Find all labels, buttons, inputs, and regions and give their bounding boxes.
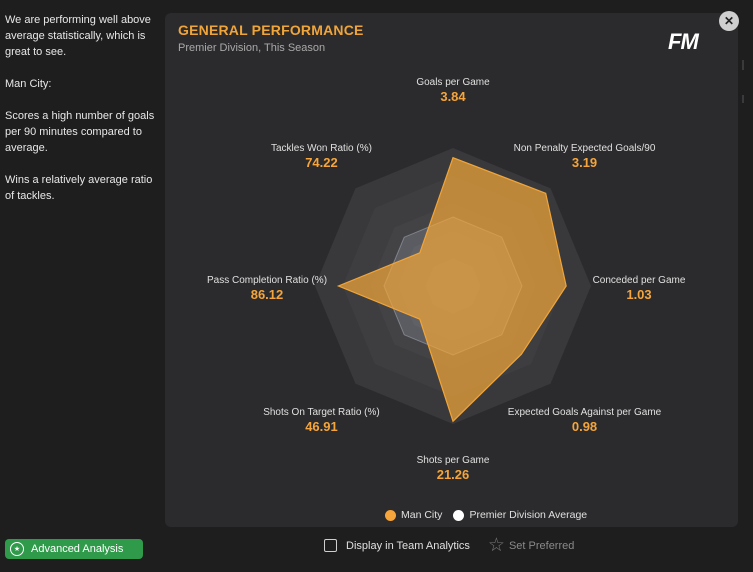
scrollbar[interactable] [742, 60, 744, 70]
metric-label: Goals per Game [416, 77, 490, 88]
metric-xga-per-game: Expected Goals Against per Game 0.98 [508, 406, 661, 434]
legend-label: Premier Division Average [469, 509, 588, 521]
summary-paragraph: Wins a relatively average ratio of tackl… [5, 174, 153, 202]
metric-value: 86.12 [250, 287, 284, 302]
scrollbar[interactable] [742, 95, 744, 103]
metric-label: Non Penalty Expected Goals/90 [513, 143, 656, 155]
panel-subtitle: Premier Division, This Season [178, 42, 326, 54]
metric-pass-completion-ratio: Pass Completion Ratio (%) 86.12 [207, 274, 327, 302]
star-circle-icon: ★ [10, 542, 24, 556]
footer-bar: Display in Team Analytics ☆ Set Preferre… [324, 536, 574, 555]
close-icon: ✕ [723, 14, 735, 28]
summary-paragraph: Man City: [5, 78, 52, 90]
legend-label: Man City [401, 509, 443, 521]
display-in-team-analytics-label[interactable]: Display in Team Analytics [346, 539, 470, 552]
summary-paragraph: We are performing well above average sta… [5, 14, 151, 58]
metric-label: Shots per Game [416, 455, 490, 466]
metric-label: Tackles Won Ratio (%) [270, 143, 372, 155]
fm-logo: FM [668, 29, 699, 54]
metric-goals-per-game: Goals per Game 3.84 [416, 76, 489, 104]
chart-legend: Man City Premier Division Average [385, 509, 598, 521]
metric-value: 74.22 [305, 155, 338, 171]
summary-paragraph: Scores a high number of goals per 90 min… [5, 110, 155, 154]
metric-tackles-won-ratio: Tackles Won Ratio (%) 74.22 [271, 142, 372, 170]
metric-conceded-per-game: Conceded per Game 1.03 [593, 274, 686, 302]
advanced-analysis-label: Advanced Analysis [31, 543, 124, 555]
man-city-series-polygon [336, 156, 567, 423]
metric-value: 46.91 [305, 418, 338, 434]
metric-label: Pass Completion Ratio (%) [206, 275, 328, 286]
legend-dot [385, 509, 396, 521]
metric-label: Shots On Target Ratio (%) [263, 406, 380, 418]
advanced-analysis-button[interactable]: ★ Advanced Analysis [5, 539, 143, 559]
general-performance-panel: GENERAL PERFORMANCE Premier Division, Th… [165, 13, 738, 527]
radar-chart [315, 148, 591, 424]
set-preferred-button[interactable]: ☆ Set Preferred [488, 536, 574, 555]
star-icon: ☆ [487, 535, 505, 556]
metric-value: 0.98 [571, 418, 598, 434]
metric-value: 21.26 [436, 467, 470, 482]
metric-label: Conceded per Game [592, 275, 686, 286]
legend-dot [453, 509, 465, 521]
display-in-team-analytics-checkbox[interactable] [324, 539, 337, 552]
legend-item-average[interactable]: Premier Division Average [453, 509, 587, 521]
close-button[interactable]: ✕ [719, 11, 739, 31]
legend-item-man-city[interactable]: Man City [385, 509, 442, 521]
set-preferred-label: Set Preferred [508, 539, 575, 552]
metric-label: Expected Goals Against per Game [507, 406, 662, 418]
metric-value: 3.19 [571, 155, 598, 171]
metric-npxg: Non Penalty Expected Goals/90 3.19 [514, 142, 656, 170]
metric-shots-per-game: Shots per Game 21.26 [417, 454, 490, 482]
metric-value: 1.03 [626, 287, 652, 302]
metric-shots-on-target-ratio: Shots On Target Ratio (%) 46.91 [263, 406, 380, 434]
metric-value: 3.84 [440, 89, 466, 104]
summary-text: We are performing well above average sta… [5, 12, 155, 220]
panel-title: GENERAL PERFORMANCE [178, 22, 364, 38]
